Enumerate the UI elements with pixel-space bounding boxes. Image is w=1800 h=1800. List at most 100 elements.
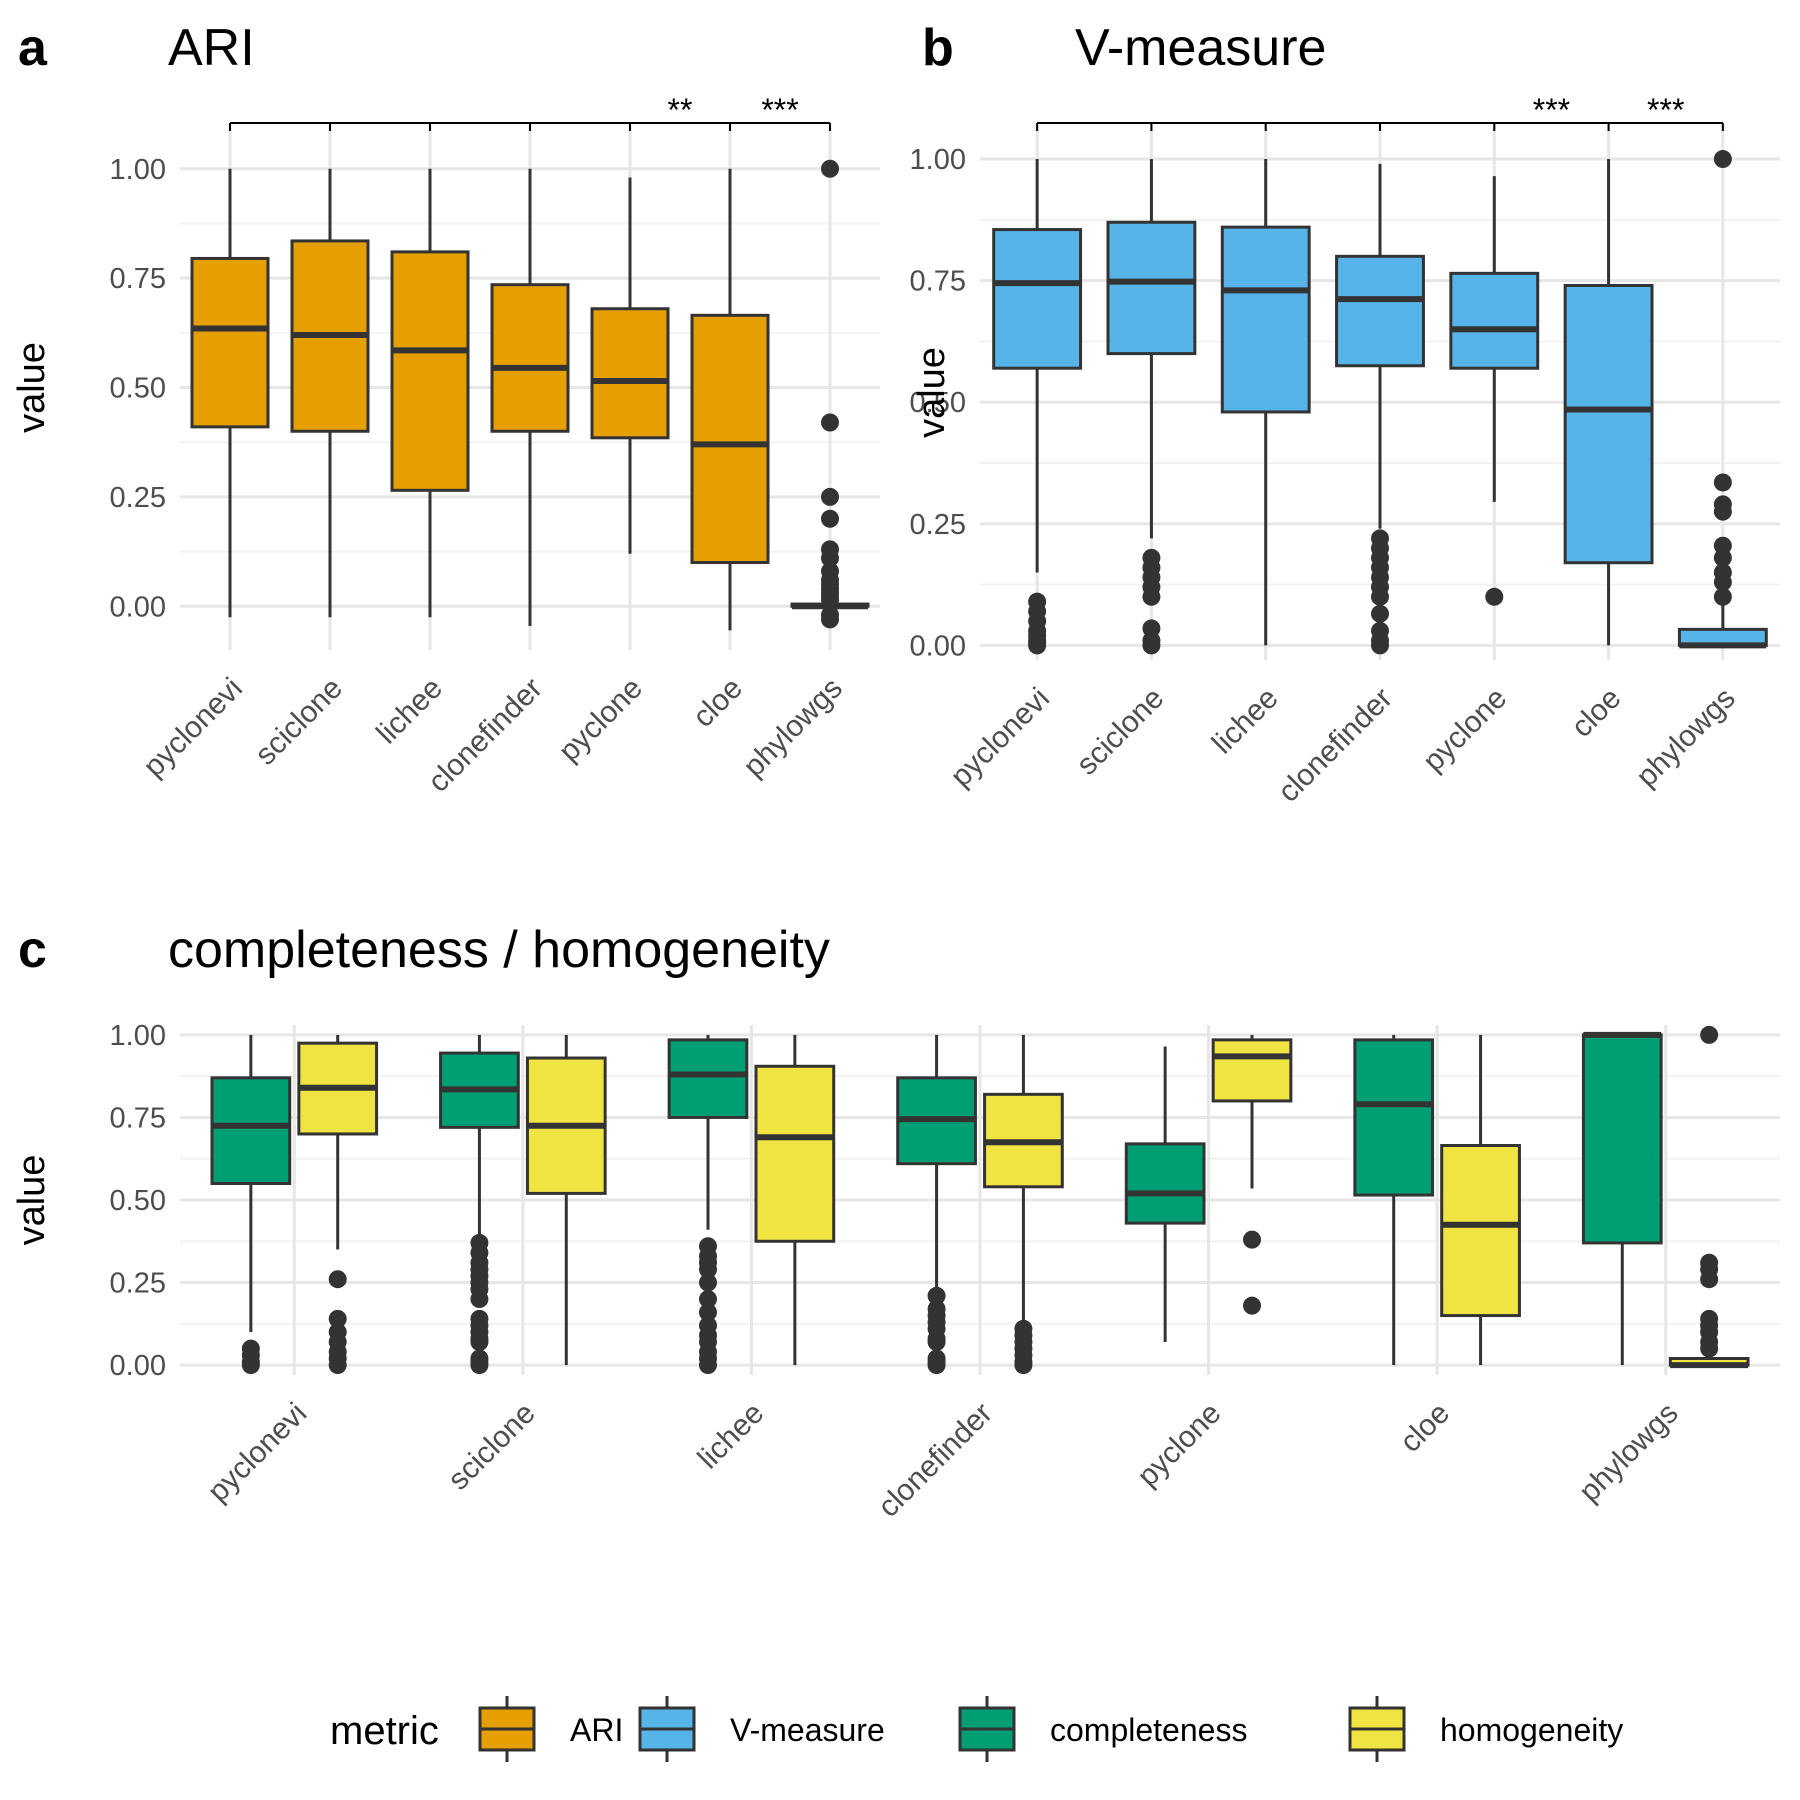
outlier-point-clonefinder: [1371, 604, 1389, 623]
y-tick-label: 1.00: [110, 1020, 166, 1052]
box-pyclonevi: [210, 1076, 292, 1185]
y-axis-label: value: [911, 347, 953, 438]
box-sciclone: [1106, 220, 1197, 356]
panel-a-title: ARI: [168, 19, 255, 77]
outlier-point-phylowgs: [821, 487, 839, 506]
legend-label-ari: ARI: [570, 1712, 623, 1748]
box-lichee: [1220, 225, 1311, 414]
outlier-point-lichee: [699, 1356, 717, 1375]
outlier-point-clonefinder: [1371, 587, 1389, 606]
outlier-point-lichee: [699, 1260, 717, 1279]
outlier-point-sciclone: [470, 1332, 489, 1351]
panel-a: a ARI 0.00 0.25 0.50 0.75 1.00 value pyclonevi…: [0, 0, 900, 880]
y-tick-label: 0.00: [110, 1350, 166, 1382]
chart-v-measure: 0.00 0.25 0.50 0.75 1.00 value pyclonevi sciclo…: [910, 92, 1780, 809]
significance-label-1: ***: [761, 92, 798, 128]
y-axis-label: value: [11, 342, 53, 433]
panel-c-title: completeness / homogeneity: [168, 921, 830, 979]
box-clonefinder: [1335, 254, 1425, 368]
x-tick-label-pyclonevi: pyclonevi: [201, 1397, 313, 1509]
x-tick-label-phylowgs: phylowgs: [1573, 1397, 1685, 1509]
box-pyclone: [1211, 1038, 1293, 1103]
outlier-point-clonefinder: [927, 1286, 946, 1305]
outlier-point-sciclone: [470, 1356, 489, 1375]
outlier-point-phylowgs: [821, 610, 839, 629]
outlier-point-phylowgs: [1713, 502, 1732, 521]
x-tick-label-clonefinder: clonefinder: [872, 1397, 999, 1524]
y-tick-label: 1.00: [110, 154, 166, 186]
outlier-point-pyclonevi: [241, 1356, 260, 1375]
y-tick-label: 0.00: [910, 630, 966, 662]
outlier-point-clonefinder: [1371, 636, 1389, 655]
outlier-point-lichee: [699, 1303, 717, 1322]
outlier-point-sciclone: [1142, 587, 1161, 606]
y-tick-label: 0.50: [910, 387, 966, 419]
box-lichee: [754, 1064, 836, 1243]
x-tick-label-cloe: cloe: [1394, 1397, 1456, 1459]
x-tick-label-cloe: cloe: [1565, 682, 1627, 744]
y-tick-label: 0.75: [110, 1102, 166, 1134]
outlier-point-phylowgs: [821, 549, 839, 568]
outlier-point-clonefinder: [927, 1356, 946, 1375]
x-tick-label-sciclone: sciclone: [442, 1397, 542, 1497]
x-tick-label-pyclonevi: pyclonevi: [137, 672, 249, 784]
x-tick-label-pyclone: pyclone: [1131, 1397, 1227, 1493]
panel-c-letter: c: [18, 921, 47, 979]
outlier-point-phylowgs: [1713, 573, 1732, 592]
legend-label-homogeneity: homogeneity: [1440, 1712, 1623, 1748]
outlier-point-phylowgs: [1700, 1025, 1719, 1044]
x-tick-label-phylowgs: phylowgs: [1630, 682, 1742, 794]
outlier-point-phylowgs: [1713, 473, 1732, 492]
box-clonefinder: [490, 283, 570, 433]
outlier-point-pyclone: [1243, 1230, 1261, 1249]
x-tick-label-lichee: lichee: [692, 1397, 771, 1476]
x-tick-label-lichee: lichee: [1206, 682, 1285, 761]
x-tick-label-phylowgs: phylowgs: [737, 672, 849, 784]
legend-label-v-measure: V-measure: [730, 1712, 885, 1748]
outlier-point-pyclonevi: [328, 1270, 347, 1289]
outlier-point-pyclone: [1485, 587, 1504, 606]
significance-label-0: ***: [1533, 92, 1570, 128]
outlier-point-lichee: [699, 1290, 717, 1309]
outlier-point-clonefinder: [927, 1332, 946, 1351]
outlier-point-phylowgs: [1700, 1339, 1719, 1358]
x-tick-label-pyclone: pyclone: [552, 672, 648, 768]
outlier-point-phylowgs: [821, 159, 839, 178]
y-axis-label: value: [11, 1155, 53, 1246]
outlier-point-phylowgs: [821, 590, 839, 609]
outlier-point-phylowgs: [821, 509, 839, 528]
panel-b-title: V-measure: [1075, 19, 1327, 77]
y-tick-label: 0.25: [110, 1268, 166, 1300]
y-tick-label: 0.00: [110, 591, 166, 623]
outlier-point-phylowgs: [821, 413, 839, 432]
outlier-point-clonefinder: [1014, 1356, 1033, 1375]
x-tick-label-clonefinder: clonefinder: [1272, 682, 1399, 809]
panel-b-letter: b: [922, 19, 954, 77]
y-tick-label: 0.25: [110, 482, 166, 514]
x-tick-label-sciclone: sciclone: [1070, 682, 1170, 782]
legend-label-completeness: completeness: [1050, 1712, 1247, 1748]
box-pyclone: [1124, 1142, 1206, 1225]
box-cloe: [690, 313, 770, 564]
box-cloe: [1440, 1144, 1521, 1318]
significance-label-0: **: [668, 92, 693, 128]
y-tick-label: 0.75: [910, 266, 966, 298]
x-tick-label-pyclonevi: pyclonevi: [944, 682, 1056, 794]
x-tick-label-sciclone: sciclone: [249, 672, 349, 772]
y-tick-label: 0.75: [110, 263, 166, 295]
outlier-point-phylowgs: [1713, 587, 1732, 606]
outlier-point-pyclonevi: [1028, 636, 1047, 655]
panel-a-letter: a: [18, 19, 47, 77]
y-tick-label: 0.50: [110, 373, 166, 405]
legend: metric ARI V-measure completeness homogeneit…: [330, 1696, 1623, 1762]
box-pyclonevi: [190, 256, 270, 429]
box-lichee: [667, 1038, 749, 1119]
y-tick-label: 0.50: [110, 1185, 166, 1217]
box-pyclone: [590, 307, 670, 440]
box-cloe: [1563, 284, 1654, 565]
panel-c: c completeness / homogeneity 0.00 0.25 0.5…: [0, 900, 1800, 1680]
x-tick-label-lichee: lichee: [370, 672, 449, 751]
outlier-point-sciclone: [1142, 636, 1161, 655]
outlier-point-sciclone: [470, 1290, 489, 1309]
legend-title: metric: [330, 1709, 439, 1753]
